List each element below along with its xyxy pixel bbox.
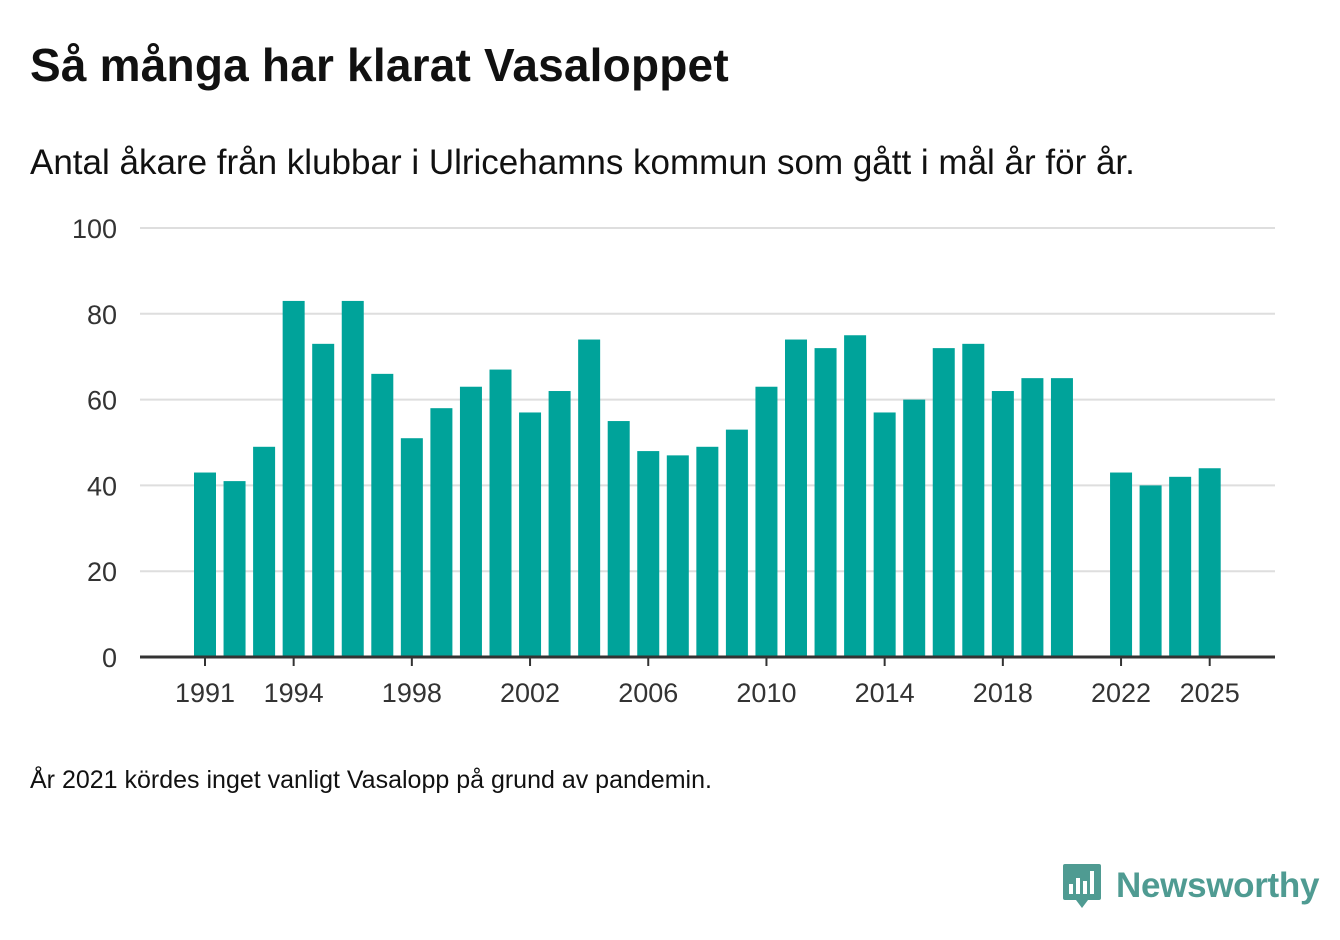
bar-1992[interactable]: 1992: 41 (223, 481, 246, 657)
bar-1993[interactable]: 1993: 49 (253, 446, 276, 657)
bar-2023[interactable]: 2023: 40 (1139, 485, 1162, 657)
bar-2004[interactable]: 2004: 74 (578, 339, 601, 657)
y-tick-label: 100 (72, 214, 117, 244)
bar-2001[interactable]: 2001: 67 (489, 369, 512, 657)
x-tick-label: 2014 (855, 678, 915, 708)
x-tick-label: 1994 (264, 678, 324, 708)
bar-chart-bubble-icon (1063, 864, 1101, 908)
bar-1991[interactable]: 1991: 43 (194, 472, 216, 657)
y-tick-label: 40 (87, 471, 117, 501)
bar-2019[interactable]: 2019: 65 (1021, 378, 1044, 657)
bar-series: 1991: 43 1992: 41 1993: 49 1994: 83 1995: 73… (194, 300, 1221, 657)
brand-logo[interactable]: Newsworthy (1062, 862, 1319, 910)
y-tick-label: 80 (87, 300, 117, 330)
bar-2013[interactable]: 2013: 75 (844, 335, 867, 657)
chart-subtitle: Antal åkare från klubbar i Ulricehamns k… (30, 143, 1135, 182)
bar-1997[interactable]: 1997: 66 (371, 373, 394, 657)
x-tick-labels: 1991 1994 1998 2002 2006 2010 2014 2018 2022 2025 (175, 678, 1240, 708)
y-tick-label: 60 (87, 386, 117, 416)
x-tick-label: 2018 (973, 678, 1033, 708)
bar-2003[interactable]: 2003: 62 (548, 391, 571, 657)
bar-2015[interactable]: 2015: 60 (903, 399, 926, 657)
bar-1998[interactable]: 1998: 51 (400, 438, 423, 657)
y-tick-labels: 0 20 40 60 80 100 (72, 214, 117, 673)
brand-name: Newsworthy (1116, 866, 1320, 905)
bar-2022[interactable]: 2022: 43 (1110, 472, 1133, 657)
bar-2010[interactable]: 2010: 63 (755, 386, 778, 657)
bar-1994[interactable]: 1994: 83 (282, 300, 305, 657)
y-tick-label: 0 (102, 643, 117, 673)
bar-chart: 1991: 43 1992: 41 1993: 49 1994: 83 1995: 73… (72, 214, 1275, 708)
bar-2024[interactable]: 2024: 42 (1169, 476, 1192, 657)
x-tick-label: 2025 (1180, 678, 1240, 708)
bar-2002[interactable]: 2002: 57 (519, 412, 542, 657)
x-tick-label: 2006 (618, 678, 678, 708)
x-axis (140, 655, 1275, 666)
bar-2012[interactable]: 2012: 72 (814, 348, 837, 657)
bar-2011[interactable]: 2011: 74 (785, 339, 807, 657)
x-tick-label: 1998 (382, 678, 442, 708)
bar-2025[interactable]: 2025: 44 (1198, 468, 1221, 657)
bar-2018[interactable]: 2018: 62 (991, 391, 1014, 657)
bar-2008[interactable]: 2008: 49 (696, 446, 719, 657)
x-tick-label: 2010 (736, 678, 796, 708)
x-tick-label: 2002 (500, 678, 560, 708)
bar-2020[interactable]: 2020: 65 (1050, 378, 1073, 657)
bar-2009[interactable]: 2009: 53 (725, 429, 748, 657)
footnote: År 2021 kördes inget vanligt Vasalopp på… (30, 766, 712, 794)
bar-2016[interactable]: 2016: 72 (932, 348, 955, 657)
bar-1995[interactable]: 1995: 73 (312, 343, 335, 657)
bar-1996[interactable]: 1996: 83 (341, 300, 364, 657)
x-tick-label: 1991 (175, 678, 235, 708)
bar-2017[interactable]: 2017: 73 (962, 343, 985, 657)
bar-1999[interactable]: 1999: 58 (430, 408, 453, 657)
bar-2000[interactable]: 2000: 63 (459, 386, 482, 657)
x-tick-label: 2022 (1091, 678, 1151, 708)
bar-2014[interactable]: 2014: 57 (873, 412, 896, 657)
chart-title: Så många har klarat Vasaloppet (30, 39, 729, 91)
bar-2007[interactable]: 2007: 47 (666, 455, 689, 657)
bar-2005[interactable]: 2005: 55 (607, 421, 630, 657)
y-tick-label: 20 (87, 557, 117, 587)
bar-2006[interactable]: 2006: 48 (637, 451, 660, 657)
